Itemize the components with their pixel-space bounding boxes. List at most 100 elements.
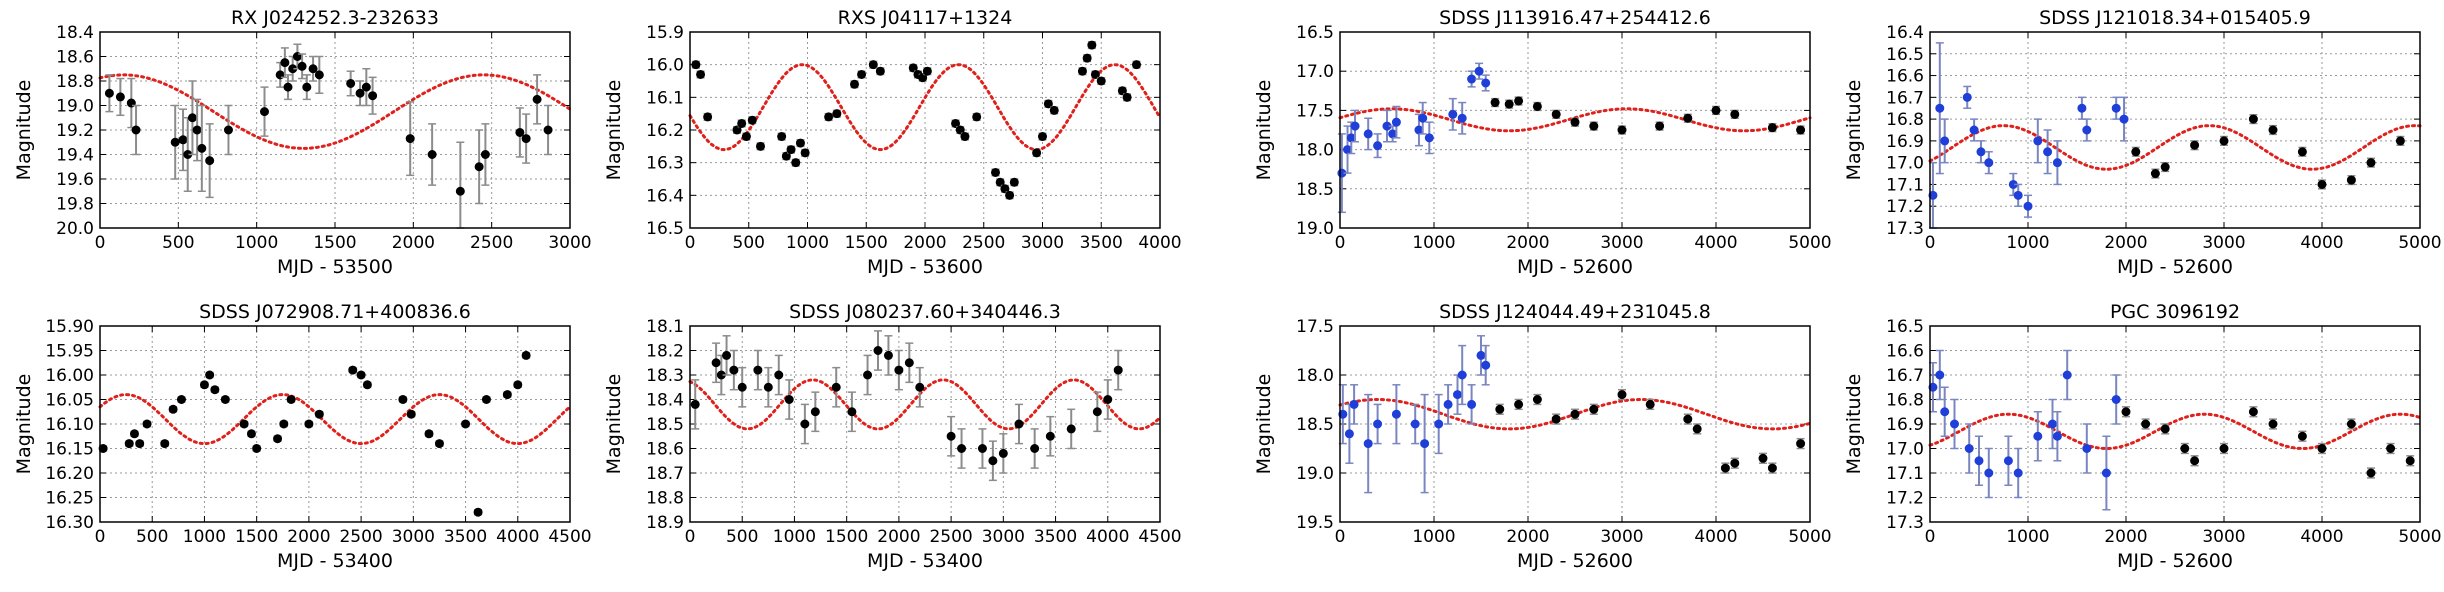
data-point [747,115,757,125]
data-point [868,60,878,70]
y-tick-label: 16.8 [1886,391,1924,411]
x-tick-label: 1500 [845,233,888,253]
data-point [2003,456,2013,466]
y-tick-label: 16.25 [45,489,94,509]
data-point [863,370,873,380]
data-point [2395,136,2405,146]
x-tick-label: 3000 [982,527,1025,547]
data-point [455,186,465,196]
data-point [1363,439,1373,449]
data-point [1117,86,1127,96]
data-point [246,429,256,439]
data-point [142,419,152,429]
axes-frame [1339,31,1811,229]
data-point [696,69,706,79]
data-point [729,365,739,375]
data-point [314,70,324,80]
data-point [286,395,296,404]
data-point [2033,136,2043,146]
y-tick-label: 18.1 [646,317,684,337]
data-point [1767,463,1777,473]
data-point [362,380,372,390]
data-point [532,94,542,104]
data-point [98,444,108,453]
y-tick-label: 16.4 [1886,23,1924,43]
x-tick-label: 4500 [1138,527,1181,547]
data-point [1090,69,1100,79]
data-point [210,385,220,395]
data-point [1928,190,1938,200]
x-tick-label: 0 [1335,233,1346,253]
axes-frame [689,325,1161,523]
x-tick-label: 1500 [825,527,868,547]
data-point [1532,101,1542,111]
y-tick-label: 17.1 [1886,464,1924,484]
y-axis-label: Magnitude [13,374,35,475]
x-tick-label: 3000 [1021,233,1064,253]
data-point [205,156,215,166]
x-axis-label: MJD - 52600 [1517,256,1633,278]
data-series-1 [98,350,531,517]
x-tick-label: 4000 [1694,233,1737,253]
y-tick-label: 19.8 [56,195,94,215]
y-tick-label: 19.6 [56,170,94,190]
x-tick-label: 5000 [1788,527,1831,547]
data-point [481,395,491,404]
data-point [356,370,366,380]
sinusoid-fit-line [1928,124,2422,171]
y-tick-label: 16.1 [646,88,684,108]
data-point [741,132,751,142]
data-point [1113,365,1123,375]
x-tick-label: 1000 [1412,527,1455,547]
data-point [756,141,765,151]
data-point [1092,407,1102,417]
data-point [1009,177,1019,187]
data-point [875,66,885,76]
data-point [722,350,732,360]
data-point [2141,419,2151,429]
y-tick-label: 19.2 [56,121,94,141]
light-curve-panel-1: 0 500 1000 1500 2000 2500 3000 18.4 18.6 18.8 19.0… [13,7,592,278]
data-point [1683,414,1693,424]
data-point [915,382,925,392]
y-tick-label: 18.5 [646,415,684,435]
x-tick-label: 3000 [1600,527,1643,547]
y-tick-label: 18.8 [56,72,94,92]
y-tick-label: 18.5 [1296,180,1334,200]
x-tick-label: 4000 [2300,233,2343,253]
data-point [1570,117,1580,127]
y-tick-label: 16.7 [1886,88,1924,108]
x-axis-label: MJD - 53400 [277,550,393,572]
light-curve-panel-5: 0 500 1000 1500 2000 2500 3000 3500 4000 4500 15.9… [13,301,592,572]
data-point [1424,133,1434,143]
data-point [777,132,787,142]
y-tick-label: 20.0 [56,219,94,239]
y-tick-label: 16.15 [45,440,94,460]
data-point [1087,40,1097,50]
x-axis-label: MJD - 53400 [867,550,983,572]
data-point [1504,99,1514,109]
data-point [1030,444,1040,453]
data-point [427,150,437,159]
data-point [1730,109,1740,119]
data-point [2082,125,2092,135]
data-point [703,112,713,122]
y-tick-label: 19.0 [1296,464,1334,484]
data-point [2366,158,2376,168]
data-point [1711,105,1721,115]
light-curve-panel-7: 0 1000 2000 3000 4000 5000 17.5 18.0 18.5 19.0 19.… [1253,301,1832,572]
x-axis-label: MJD - 52600 [2117,550,2233,572]
data-point [1005,190,1015,200]
axes-frame [99,325,571,523]
axes-frame [99,31,571,229]
axes-frame [689,31,1161,229]
data-point [960,132,970,142]
data-point [763,382,773,392]
data-point [124,439,134,449]
data-point [131,125,141,135]
data-point [795,138,805,148]
data-point [1448,109,1458,119]
data-point [2180,444,2190,453]
data-point [2160,424,2170,434]
data-series-1 [691,40,1141,200]
